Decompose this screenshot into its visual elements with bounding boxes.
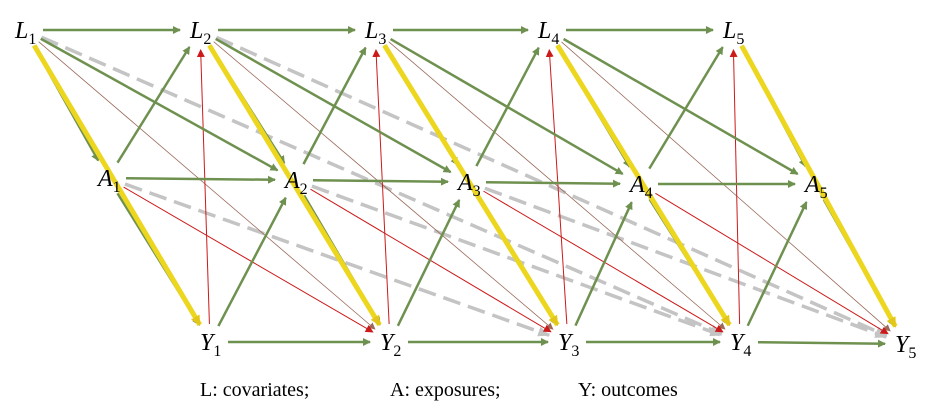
node-label: A1	[96, 166, 121, 196]
edge	[213, 41, 554, 330]
node-subscript: 2	[393, 343, 401, 360]
edge	[382, 43, 560, 327]
edge	[123, 186, 374, 333]
edge	[562, 37, 799, 176]
node-label: Y2	[380, 330, 401, 360]
edge	[655, 192, 889, 335]
node-letter: Y	[558, 330, 574, 356]
node-subscript: 1	[28, 31, 36, 48]
edge	[561, 41, 891, 332]
node-label: A3	[456, 170, 481, 200]
node-letter: L	[14, 18, 28, 44]
edge	[116, 46, 191, 164]
caption-covariates: L: covariates;	[200, 379, 309, 401]
edge	[40, 35, 723, 336]
node-letter: A	[456, 170, 473, 196]
node-subscript: 1	[213, 343, 221, 360]
edge	[485, 179, 622, 188]
edge	[196, 48, 210, 325]
node-subscript: 3	[571, 343, 579, 360]
edge	[729, 48, 741, 325]
node-subscript: 5	[736, 31, 744, 48]
node-subscript: 5	[908, 345, 916, 362]
edge	[739, 44, 898, 328]
edge	[207, 44, 382, 327]
node-subscript: 5	[820, 185, 828, 202]
node-label: L3	[364, 18, 386, 48]
node-label: Y3	[558, 330, 579, 360]
node-label: L2	[189, 18, 211, 48]
edge	[32, 44, 202, 327]
node-subscript: 3	[378, 31, 386, 48]
edge	[215, 37, 452, 174]
edge	[483, 190, 724, 333]
node-label: L5	[722, 18, 744, 48]
edge	[372, 48, 390, 325]
node-letter: L	[364, 18, 378, 44]
node-letter: Y	[200, 330, 216, 356]
node-letter: A	[283, 168, 300, 194]
node-letter: Y	[895, 332, 911, 358]
edge	[40, 37, 279, 172]
edge	[217, 196, 287, 327]
edge	[746, 201, 808, 327]
caption-outcomes: Y: outcomes	[578, 379, 678, 401]
node-letter: L	[722, 18, 736, 44]
node-letter: Y	[730, 330, 746, 356]
edge	[484, 186, 888, 339]
edges	[32, 26, 898, 348]
edge	[648, 46, 724, 170]
node-label: A5	[803, 172, 828, 202]
node-letter: L	[537, 18, 551, 44]
edge	[396, 199, 461, 327]
edge	[757, 339, 887, 348]
node-label: L1	[14, 18, 36, 48]
edge	[555, 44, 732, 327]
edge	[574, 201, 633, 327]
node-subscript: 2	[300, 181, 308, 198]
node-letter: A	[803, 172, 820, 198]
edge	[312, 177, 450, 186]
edge	[38, 41, 376, 330]
node-subscript: 3	[473, 183, 481, 200]
node-subscript: 4	[645, 185, 653, 202]
edge	[388, 41, 726, 330]
node-letter: A	[628, 172, 645, 198]
node-label: A4	[628, 172, 653, 202]
node-label: Y4	[730, 330, 751, 360]
node-label: L4	[537, 18, 559, 48]
node-letter: A	[96, 166, 113, 192]
caption-exposures: A: exposures;	[390, 379, 501, 401]
node-subscript: 2	[203, 31, 211, 48]
node-label: Y5	[895, 332, 916, 362]
node-subscript: 4	[743, 343, 751, 360]
edge	[389, 37, 624, 176]
node-subscript: 1	[113, 179, 121, 196]
node-letter: L	[189, 18, 203, 44]
node-subscript: 4	[551, 31, 559, 48]
node-label: Y1	[200, 330, 221, 360]
edge	[215, 35, 888, 338]
node-label: A2	[283, 168, 308, 198]
edge	[545, 48, 568, 325]
edge	[125, 175, 277, 184]
node-letter: Y	[380, 330, 396, 356]
